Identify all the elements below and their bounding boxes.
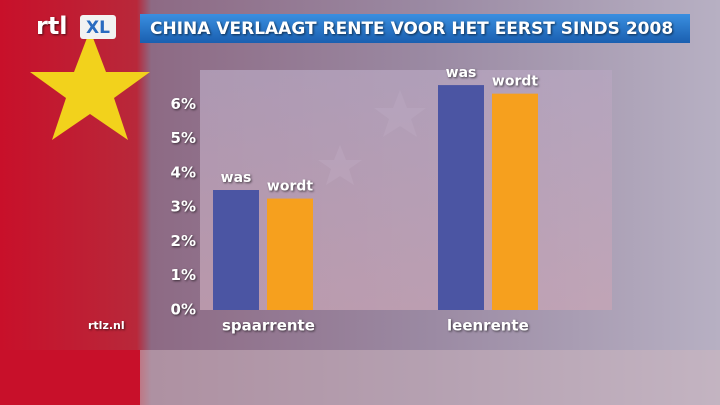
bar [267,198,313,310]
y-tick-label: 5% [171,129,196,147]
y-tick-label: 4% [171,163,196,181]
series-label: was [221,170,252,186]
logo: rtl [36,12,68,40]
y-tick-label: 1% [171,266,196,284]
bar [492,93,538,311]
watermark: rtlz.nl [88,319,125,332]
y-tick-label: 6% [171,95,196,113]
bar [438,85,484,310]
flag-strip [0,350,140,405]
y-tick-label: 0% [171,301,196,319]
flag-star [30,30,150,140]
title-bar [140,14,690,43]
bar [213,190,259,310]
series-label: was [446,65,477,81]
chart-title: CHINA VERLAAGT RENTE VOOR HET EERST SIND… [150,19,673,39]
plot-panel [200,70,612,310]
series-label: wordt [267,179,313,195]
x-tick-label: spaarrente [222,317,315,335]
logo-badge-box [80,15,116,39]
x-tick-label: leenrente [447,317,529,335]
y-tick-label: 2% [171,232,196,250]
y-tick-label: 3% [171,198,196,216]
series-label: wordt [492,74,538,90]
logo-badge: XL [86,18,110,38]
